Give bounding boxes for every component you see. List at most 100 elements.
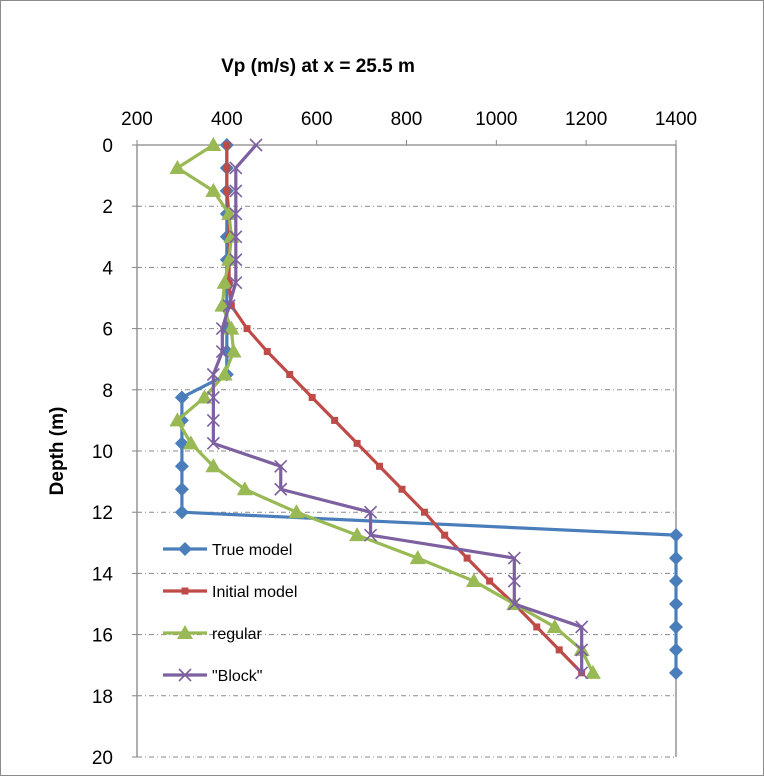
data-point <box>507 597 521 611</box>
data-point <box>463 554 471 562</box>
data-point <box>486 577 494 585</box>
legend-item: Initial model <box>163 584 297 601</box>
data-point <box>376 462 384 470</box>
data-point <box>349 527 366 542</box>
data-point <box>174 459 189 474</box>
data-point <box>331 416 339 424</box>
data-point <box>182 435 199 450</box>
data-point <box>274 482 288 496</box>
data-point <box>465 573 482 588</box>
data-point <box>169 159 186 174</box>
data-point <box>669 642 683 657</box>
data-point <box>533 623 541 631</box>
y-tick-label: 2 <box>102 197 113 218</box>
data-point <box>196 389 213 404</box>
data-point <box>223 141 231 149</box>
y-axis-label: Depth (m) <box>47 407 68 496</box>
series-block <box>206 138 589 680</box>
y-tick-label: 12 <box>92 503 113 524</box>
data-point <box>229 184 243 198</box>
data-point <box>174 505 189 520</box>
y-tick-label: 6 <box>102 320 113 341</box>
legend-item: True model <box>163 542 292 559</box>
y-tick-label: 0 <box>102 136 113 157</box>
data-point <box>584 664 601 679</box>
legend-label: True model <box>212 542 292 559</box>
data-point <box>669 528 683 543</box>
y-tick-label: 8 <box>102 381 113 402</box>
data-point <box>229 230 243 244</box>
data-point <box>669 551 683 566</box>
chart-title: Vp (m/s) at x = 25.5 m <box>221 56 415 77</box>
data-point <box>205 458 222 473</box>
y-tick-label: 18 <box>92 687 113 708</box>
data-point <box>222 299 236 313</box>
data-point <box>669 574 683 589</box>
data-point <box>229 161 243 175</box>
data-point <box>216 366 233 381</box>
data-point <box>263 348 271 356</box>
data-point <box>236 481 253 496</box>
data-point <box>243 325 251 333</box>
x-tick-label: 800 <box>391 109 423 130</box>
data-point <box>215 322 229 336</box>
legend-label: Initial model <box>212 584 297 601</box>
data-point <box>206 436 220 450</box>
x-tick-label: 1400 <box>655 109 697 130</box>
data-point <box>205 137 222 151</box>
data-point <box>288 504 305 519</box>
y-tick-label: 20 <box>92 748 113 769</box>
data-point <box>420 508 428 516</box>
y-tick-label: 14 <box>92 564 114 585</box>
data-point <box>286 371 294 378</box>
data-point <box>174 482 189 497</box>
data-point <box>215 344 229 359</box>
data-point <box>177 625 193 639</box>
data-point <box>507 551 521 565</box>
data-point <box>441 531 449 539</box>
axis-layer: 200 400 600 800 1000 1200 1400 0 2 4 6 8 10 12 14 16 18 2… <box>92 109 697 769</box>
data-point <box>178 542 192 556</box>
data-point <box>205 182 222 197</box>
data-point <box>174 390 189 405</box>
data-point <box>398 485 406 493</box>
data-point <box>181 587 189 595</box>
y-tick-label: 4 <box>102 258 113 279</box>
data-point <box>364 505 378 519</box>
data-point <box>216 274 233 289</box>
y-tick-label: 16 <box>92 626 113 647</box>
data-point <box>507 574 521 588</box>
data-point <box>364 528 378 542</box>
data-point <box>206 390 220 405</box>
legend: True model Initial model regular "Block" <box>163 542 297 685</box>
data-point <box>229 253 243 267</box>
legend-label: regular <box>212 626 262 643</box>
data-point <box>206 413 220 427</box>
data-point <box>178 668 192 682</box>
x-tick-label: 1200 <box>565 109 607 130</box>
data-point <box>227 302 235 310</box>
data-point <box>249 138 263 152</box>
data-point <box>575 666 589 680</box>
series-layer <box>169 137 683 680</box>
data-point <box>555 646 563 654</box>
data-point <box>409 550 426 565</box>
series-line <box>211 143 584 673</box>
data-point <box>274 459 288 473</box>
data-point <box>229 276 243 290</box>
data-point <box>223 164 231 172</box>
data-point <box>669 597 683 611</box>
data-point <box>353 439 361 447</box>
data-point <box>223 187 231 195</box>
x-tick-label: 200 <box>121 109 153 130</box>
data-point <box>229 207 243 221</box>
data-point <box>575 620 589 634</box>
data-point <box>669 619 683 634</box>
x-tick-label: 1000 <box>475 109 517 130</box>
legend-item: regular <box>163 625 262 643</box>
data-point <box>546 618 563 633</box>
y-tick-label: 10 <box>92 442 113 463</box>
data-point <box>206 367 220 382</box>
